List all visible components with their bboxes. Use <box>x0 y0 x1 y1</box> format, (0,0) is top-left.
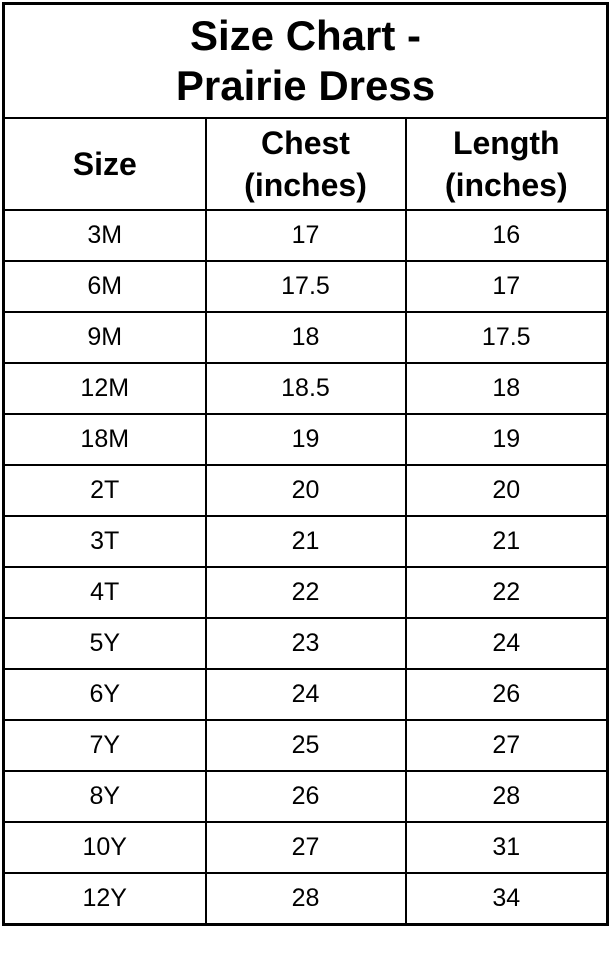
chest-cell: 22 <box>204 566 407 619</box>
length-cell: 20 <box>404 464 609 517</box>
length-cell: 31 <box>404 821 609 874</box>
size-cell: 5Y <box>2 617 207 670</box>
column-header-length: Length (inches) <box>404 117 609 211</box>
length-cell: 28 <box>404 770 609 823</box>
size-cell: 18M <box>2 413 207 466</box>
table-row: 18M 19 19 <box>2 413 609 466</box>
table-row: 3T 21 21 <box>2 515 609 568</box>
chart-title: Size Chart - Prairie Dress <box>2 2 609 119</box>
size-cell: 12M <box>2 362 207 415</box>
size-cell: 7Y <box>2 719 207 772</box>
size-cell: 12Y <box>2 872 207 926</box>
table-row: 5Y 23 24 <box>2 617 609 670</box>
length-cell: 34 <box>404 872 609 926</box>
size-cell: 2T <box>2 464 207 517</box>
table-row: 12M 18.5 18 <box>2 362 609 415</box>
chest-cell: 18 <box>204 311 407 364</box>
length-cell: 16 <box>404 209 609 262</box>
size-cell: 10Y <box>2 821 207 874</box>
table-row: 12Y 28 34 <box>2 872 609 926</box>
size-cell: 9M <box>2 311 207 364</box>
size-cell: 3T <box>2 515 207 568</box>
size-chart-table: Size Chart - Prairie Dress Size Chest (i… <box>2 2 610 926</box>
column-header-size: Size <box>2 117 207 211</box>
chest-cell: 25 <box>204 719 407 772</box>
table-row: 6Y 24 26 <box>2 668 609 721</box>
chest-cell: 18.5 <box>204 362 407 415</box>
table-row: 4T 22 22 <box>2 566 609 619</box>
length-cell: 17.5 <box>404 311 609 364</box>
chest-cell: 24 <box>204 668 407 721</box>
length-cell: 21 <box>404 515 609 568</box>
title-row: Size Chart - Prairie Dress <box>2 2 609 119</box>
length-cell: 27 <box>404 719 609 772</box>
chest-cell: 21 <box>204 515 407 568</box>
chest-cell: 26 <box>204 770 407 823</box>
size-cell: 8Y <box>2 770 207 823</box>
chest-cell: 19 <box>204 413 407 466</box>
chest-cell: 17 <box>204 209 407 262</box>
table-row: 2T 20 20 <box>2 464 609 517</box>
table-row: 7Y 25 27 <box>2 719 609 772</box>
size-chart-container: Size Chart - Prairie Dress Size Chest (i… <box>2 2 610 926</box>
length-cell: 19 <box>404 413 609 466</box>
size-cell: 6Y <box>2 668 207 721</box>
length-cell: 22 <box>404 566 609 619</box>
length-cell: 24 <box>404 617 609 670</box>
column-header-chest: Chest (inches) <box>204 117 407 211</box>
chest-cell: 23 <box>204 617 407 670</box>
table-row: 8Y 26 28 <box>2 770 609 823</box>
chest-cell: 17.5 <box>204 260 407 313</box>
size-cell: 3M <box>2 209 207 262</box>
table-row: 3M 17 16 <box>2 209 609 262</box>
table-row: 10Y 27 31 <box>2 821 609 874</box>
length-cell: 18 <box>404 362 609 415</box>
chest-cell: 28 <box>204 872 407 926</box>
size-cell: 4T <box>2 566 207 619</box>
length-cell: 26 <box>404 668 609 721</box>
chest-cell: 20 <box>204 464 407 517</box>
table-row: 9M 18 17.5 <box>2 311 609 364</box>
length-cell: 17 <box>404 260 609 313</box>
table-row: 6M 17.5 17 <box>2 260 609 313</box>
chest-cell: 27 <box>204 821 407 874</box>
size-cell: 6M <box>2 260 207 313</box>
header-row: Size Chest (inches) Length (inches) <box>2 117 609 211</box>
